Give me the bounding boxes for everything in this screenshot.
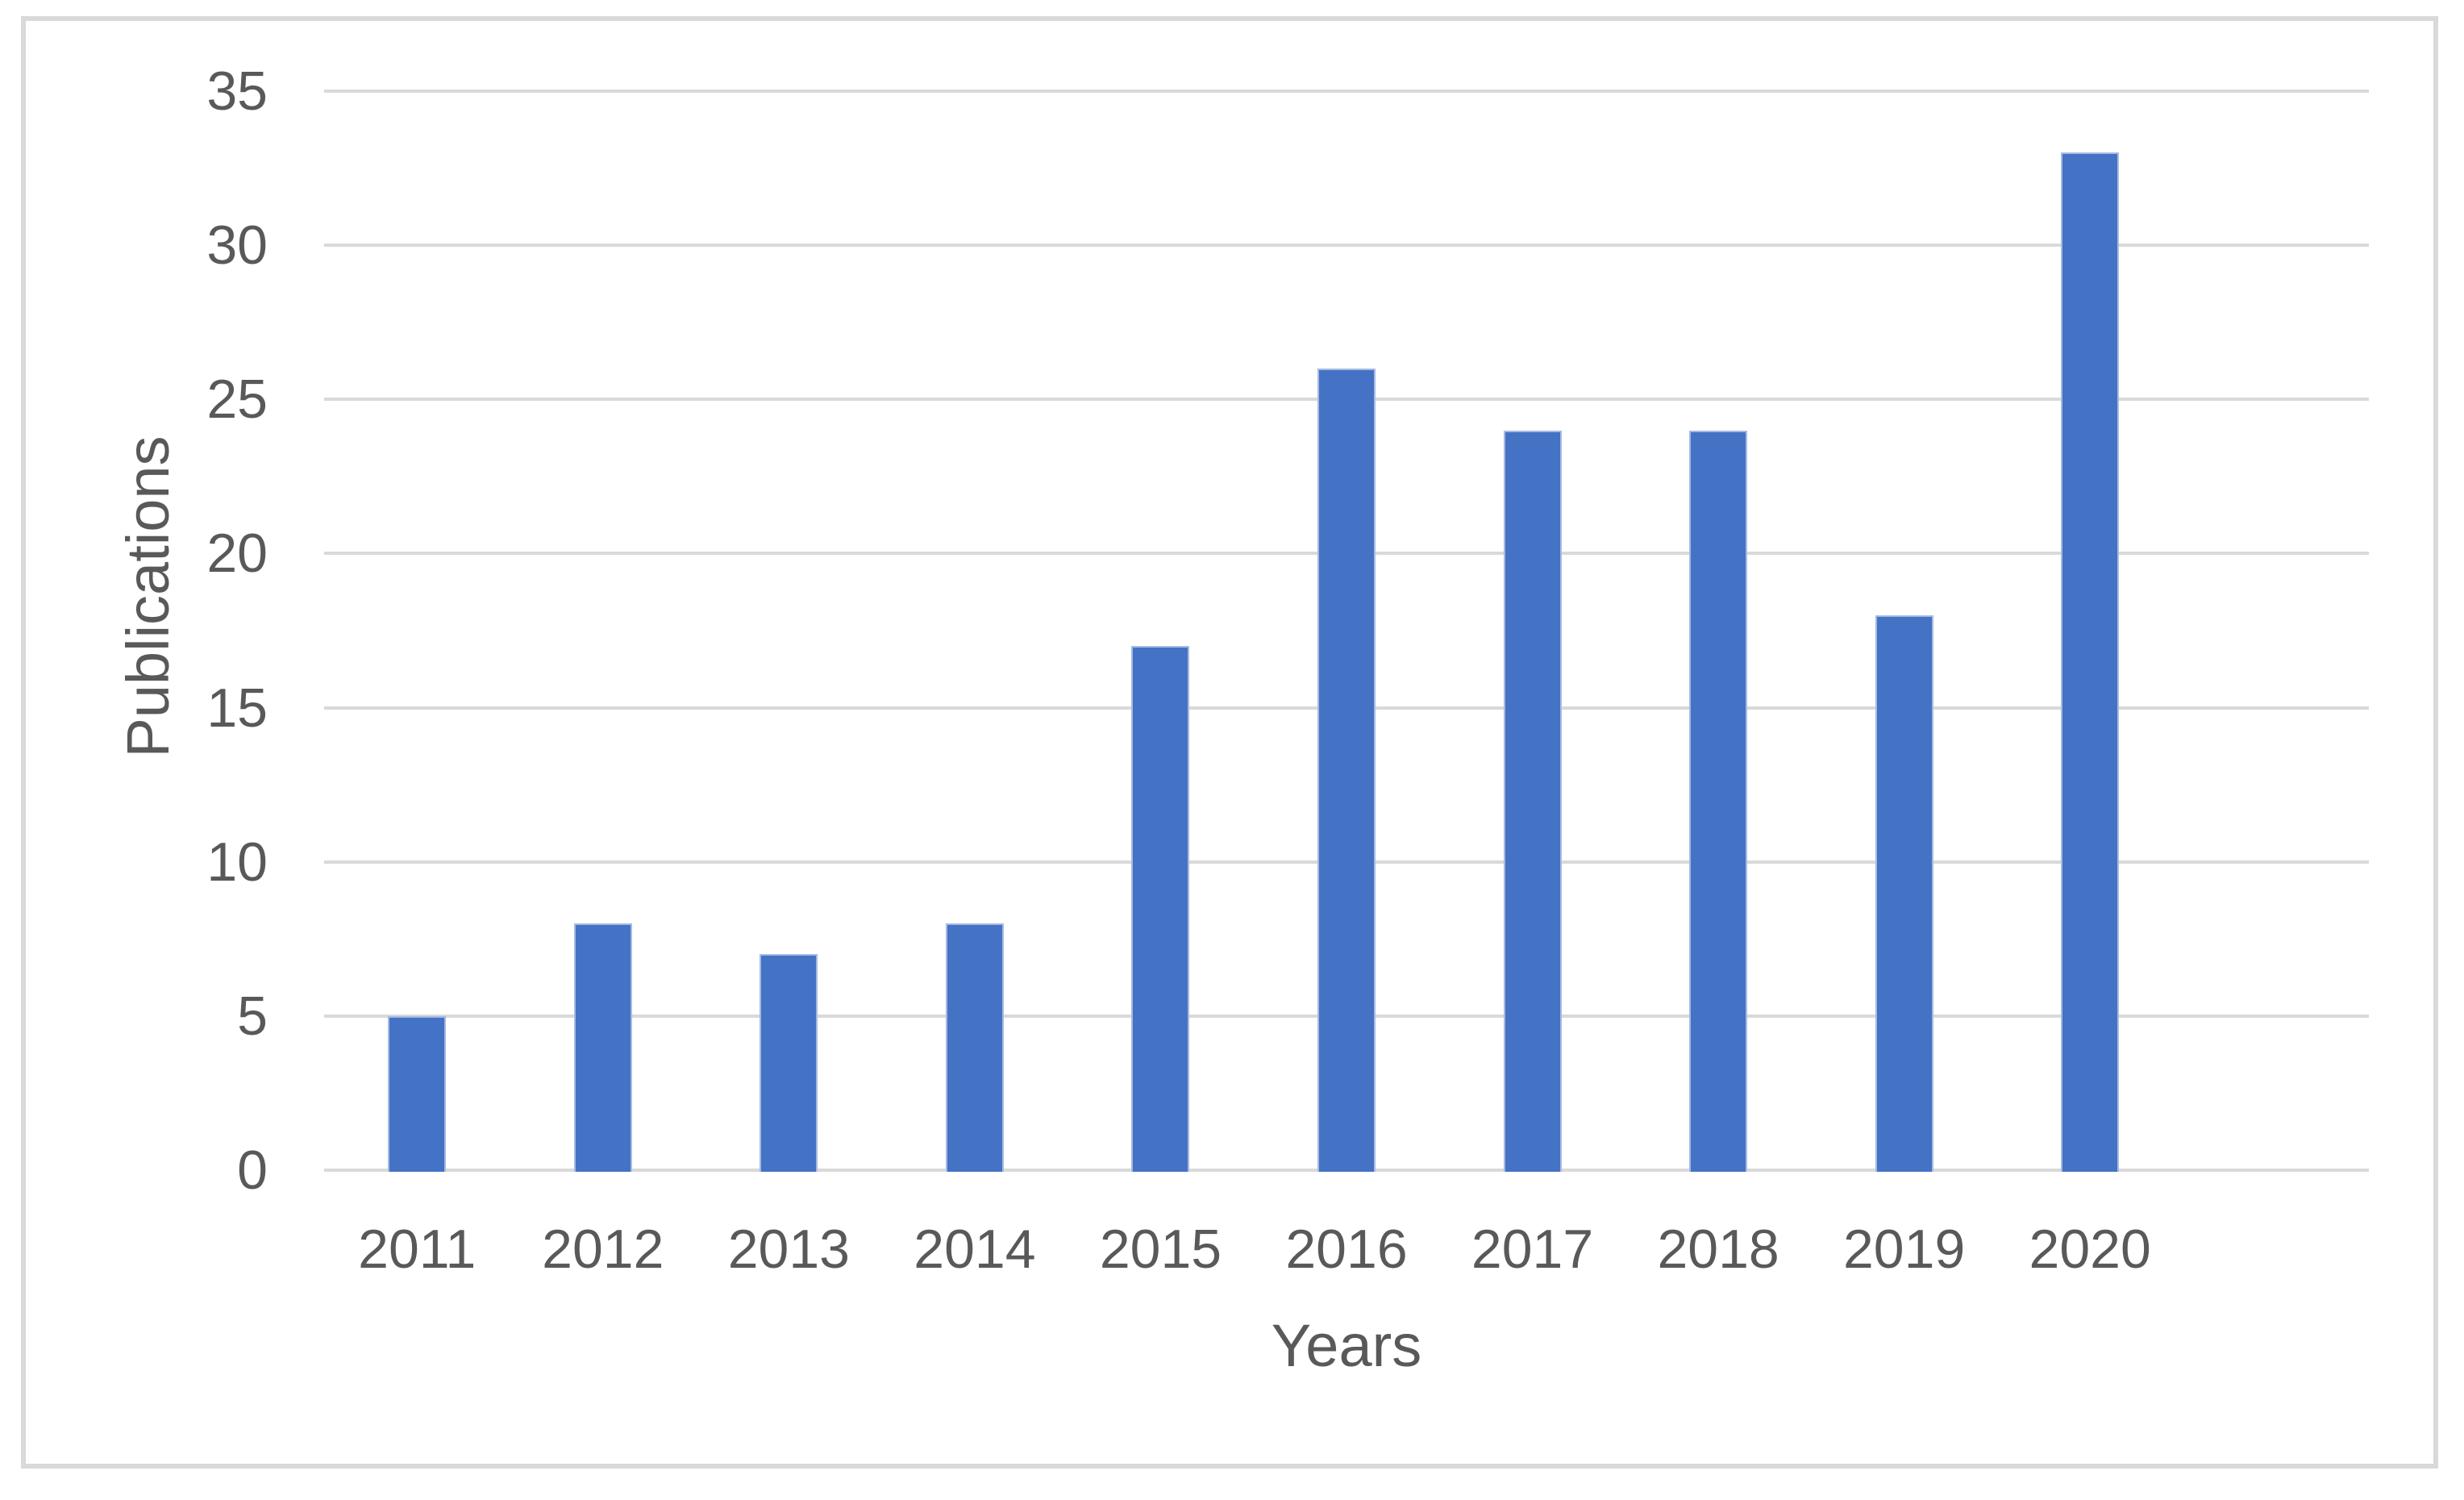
bar-2014 — [945, 923, 1004, 1172]
y-tick-label-15: 15 — [206, 677, 268, 739]
bar-2015 — [1131, 646, 1190, 1172]
bar-2011 — [388, 1015, 447, 1172]
y-tick-label-25: 25 — [206, 369, 268, 431]
x-tick-label-2019: 2019 — [1842, 1219, 1966, 1280]
x-tick-label-2011: 2011 — [358, 1219, 477, 1280]
x-tick-label-2017: 2017 — [1471, 1219, 1594, 1280]
x-tick-label-2020: 2020 — [2029, 1219, 2151, 1280]
y-tick-label-5: 5 — [237, 985, 268, 1047]
x-tick-label-2012: 2012 — [542, 1219, 664, 1280]
bar-2013 — [760, 954, 818, 1172]
gridline-y-35 — [324, 90, 2369, 93]
x-axis-title: Years — [1271, 1312, 1422, 1379]
bar-2019 — [1875, 615, 1933, 1172]
y-tick-label-30: 30 — [206, 215, 268, 277]
bar-2017 — [1503, 430, 1562, 1172]
y-tick-label-20: 20 — [206, 523, 268, 585]
bar-2018 — [1689, 430, 1748, 1172]
x-tick-label-2018: 2018 — [1657, 1219, 1779, 1280]
x-tick-label-2014: 2014 — [914, 1219, 1036, 1280]
bar-2016 — [1317, 369, 1376, 1172]
x-tick-label-2016: 2016 — [1285, 1219, 1408, 1280]
y-axis-title: Publications — [114, 435, 181, 758]
y-tick-label-0: 0 — [237, 1140, 268, 1201]
bar-2020 — [2061, 152, 2120, 1172]
x-tick-label-2013: 2013 — [727, 1219, 850, 1280]
gridline-y-30 — [324, 244, 2369, 248]
y-tick-label-10: 10 — [206, 831, 268, 893]
y-tick-label-35: 35 — [206, 60, 268, 122]
chart-border — [21, 16, 2438, 1469]
x-tick-label-2015: 2015 — [1099, 1219, 1222, 1280]
bar-2012 — [573, 923, 632, 1172]
